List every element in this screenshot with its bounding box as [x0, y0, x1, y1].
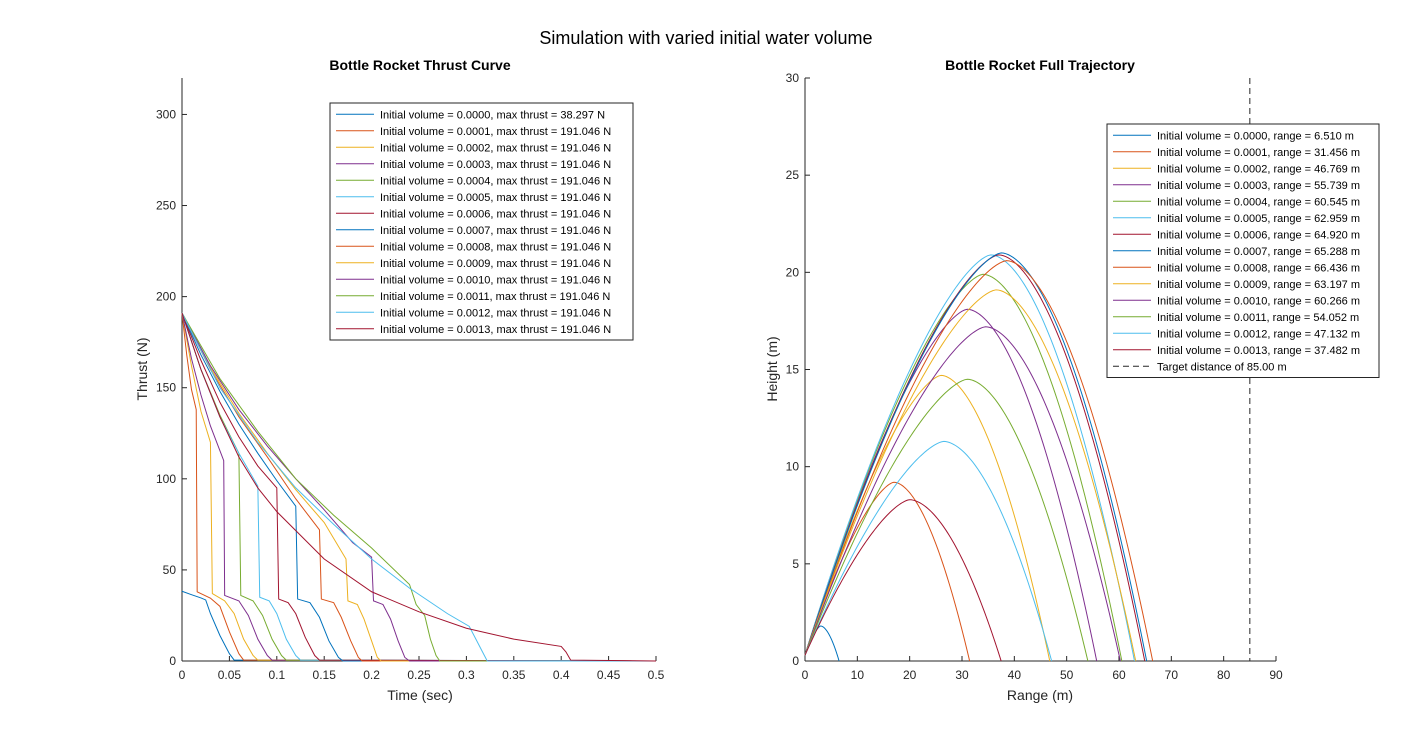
- thrust-x-tick-label: 0.15: [313, 668, 337, 682]
- trajectory-legend-entry: Initial volume = 0.0002, range = 46.769 …: [1157, 163, 1360, 175]
- trajectory-legend-entry: Initial volume = 0.0005, range = 62.959 …: [1157, 213, 1360, 225]
- trajectory-x-tick-label: 20: [903, 668, 917, 682]
- trajectory-legend-entry: Initial volume = 0.0004, range = 60.545 …: [1157, 196, 1360, 208]
- thrust-series-line: [181, 312, 656, 662]
- thrust-x-tick-label: 0.05: [218, 668, 242, 682]
- trajectory-series-line: [804, 289, 1137, 662]
- trajectory-series-line: [804, 326, 1121, 662]
- trajectory-series-line: [804, 374, 1051, 662]
- thrust-legend-entry: Initial volume = 0.0013, max thrust = 19…: [380, 324, 611, 336]
- thrust-chart-xlabel: Time (sec): [387, 687, 453, 703]
- trajectory-series-line: [804, 440, 1053, 662]
- trajectory-x-tick-label: 40: [1008, 668, 1022, 682]
- thrust-chart-title: Bottle Rocket Thrust Curve: [329, 57, 510, 73]
- trajectory-y-tick-label: 20: [786, 265, 800, 279]
- trajectory-legend-entry: Initial volume = 0.0012, range = 47.132 …: [1157, 328, 1360, 340]
- trajectory-x-tick-label: 0: [802, 668, 809, 682]
- thrust-legend-entry: Initial volume = 0.0002, max thrust = 19…: [380, 142, 611, 154]
- trajectory-series-line: [804, 254, 1135, 662]
- trajectory-y-tick-label: 0: [792, 654, 799, 668]
- trajectory-legend-entry: Initial volume = 0.0010, range = 60.266 …: [1157, 295, 1360, 307]
- trajectory-legend-entry: Initial volume = 0.0000, range = 6.510 m: [1157, 130, 1354, 142]
- trajectory-legend-entry: Initial volume = 0.0001, range = 31.456 …: [1157, 147, 1360, 159]
- trajectory-x-tick-label: 60: [1112, 668, 1126, 682]
- trajectory-legend-entry: Initial volume = 0.0009, range = 63.197 …: [1157, 279, 1360, 291]
- thrust-legend-entry: Initial volume = 0.0008, max thrust = 19…: [380, 241, 611, 253]
- thrust-x-tick-label: 0.3: [458, 668, 475, 682]
- trajectory-x-tick-label: 50: [1060, 668, 1074, 682]
- thrust-x-tick-label: 0.4: [553, 668, 570, 682]
- trajectory-legend-entry: Initial volume = 0.0013, range = 37.482 …: [1157, 345, 1360, 357]
- trajectory-series-line: [804, 260, 1154, 662]
- thrust-y-tick-label: 250: [156, 199, 176, 213]
- trajectory-x-tick-label: 10: [851, 668, 865, 682]
- thrust-legend-entry: Initial volume = 0.0004, max thrust = 19…: [380, 175, 611, 187]
- thrust-y-tick-label: 150: [156, 381, 176, 395]
- trajectory-chart-title: Bottle Rocket Full Trajectory: [945, 57, 1135, 73]
- thrust-y-tick-label: 200: [156, 290, 176, 304]
- thrust-y-tick-label: 0: [169, 654, 176, 668]
- thrust-x-tick-label: 0.5: [648, 668, 665, 682]
- thrust-series-line: [181, 312, 657, 662]
- thrust-series-line: [181, 312, 656, 662]
- thrust-y-tick-label: 300: [156, 107, 176, 121]
- thrust-series-line: [181, 312, 656, 662]
- thrust-legend-entry: Initial volume = 0.0001, max thrust = 19…: [380, 126, 611, 138]
- thrust-series-line: [181, 312, 657, 662]
- thrust-legend-entry: Initial volume = 0.0000, max thrust = 38…: [380, 109, 605, 121]
- trajectory-y-tick-label: 25: [786, 168, 800, 182]
- thrust-x-tick-label: 0.2: [363, 668, 380, 682]
- thrust-x-tick-label: 0.1: [268, 668, 285, 682]
- thrust-chart-ylabel: Thrust (N): [134, 338, 150, 401]
- thrust-series-line: [181, 312, 657, 662]
- trajectory-legend-entry: Initial volume = 0.0003, range = 55.739 …: [1157, 180, 1360, 192]
- trajectory-series-line: [804, 499, 1002, 662]
- thrust-legend-entry: Initial volume = 0.0010, max thrust = 19…: [380, 274, 611, 286]
- trajectory-y-tick-label: 10: [786, 460, 800, 474]
- thrust-series-line: [181, 312, 656, 662]
- thrust-series-line: [181, 312, 656, 662]
- thrust-chart: Bottle Rocket Thrust Curve Time (sec) Th…: [134, 57, 665, 703]
- thrust-x-tick-label: 0.35: [502, 668, 526, 682]
- trajectory-series-line: [804, 273, 1123, 662]
- thrust-legend-entry: Initial volume = 0.0007, max thrust = 19…: [380, 225, 611, 237]
- trajectory-legend-entry: Initial volume = 0.0011, range = 54.052 …: [1157, 312, 1359, 324]
- thrust-series-line: [181, 312, 656, 662]
- trajectory-y-tick-label: 5: [792, 557, 799, 571]
- thrust-x-tick-label: 0: [179, 668, 186, 682]
- thrust-series-line: [181, 590, 657, 662]
- trajectory-chart: Bottle Rocket Full Trajectory Range (m) …: [764, 57, 1380, 703]
- thrust-x-tick-label: 0.25: [407, 668, 431, 682]
- trajectory-legend-entry: Target distance of 85.00 m: [1157, 361, 1287, 373]
- thrust-legend-entry: Initial volume = 0.0003, max thrust = 19…: [380, 159, 611, 171]
- trajectory-chart-ylabel: Height (m): [764, 336, 780, 401]
- thrust-legend-entry: Initial volume = 0.0009, max thrust = 19…: [380, 258, 611, 270]
- trajectory-legend-entry: Initial volume = 0.0008, range = 66.436 …: [1157, 262, 1360, 274]
- thrust-x-tick-label: 0.45: [597, 668, 621, 682]
- trajectory-x-tick-label: 70: [1165, 668, 1179, 682]
- trajectory-x-tick-label: 80: [1217, 668, 1231, 682]
- trajectory-series-line: [804, 378, 1089, 662]
- thrust-legend: [329, 102, 634, 341]
- figure-title: Simulation with varied initial water vol…: [539, 28, 872, 48]
- thrust-series-line: [181, 312, 657, 662]
- trajectory-series-line: [804, 252, 1148, 662]
- trajectory-legend: [1106, 123, 1380, 378]
- trajectory-x-tick-label: 90: [1269, 668, 1283, 682]
- thrust-y-tick-label: 100: [156, 472, 176, 486]
- thrust-legend-entry: Initial volume = 0.0012, max thrust = 19…: [380, 307, 611, 319]
- thrust-series-line: [181, 312, 657, 662]
- trajectory-legend-entry: Initial volume = 0.0007, range = 65.288 …: [1157, 246, 1360, 258]
- thrust-y-tick-label: 50: [163, 563, 177, 577]
- thrust-legend-entry: Initial volume = 0.0006, max thrust = 19…: [380, 208, 611, 220]
- trajectory-series-line: [804, 308, 1098, 662]
- trajectory-chart-xlabel: Range (m): [1007, 687, 1073, 703]
- trajectory-x-tick-label: 30: [955, 668, 969, 682]
- thrust-legend-entry: Initial volume = 0.0005, max thrust = 19…: [380, 192, 611, 204]
- thrust-legend-entry: Initial volume = 0.0011, max thrust = 19…: [380, 291, 610, 303]
- trajectory-y-tick-label: 15: [786, 363, 800, 377]
- trajectory-y-tick-label: 30: [786, 71, 800, 85]
- trajectory-legend-entry: Initial volume = 0.0006, range = 64.920 …: [1157, 229, 1360, 241]
